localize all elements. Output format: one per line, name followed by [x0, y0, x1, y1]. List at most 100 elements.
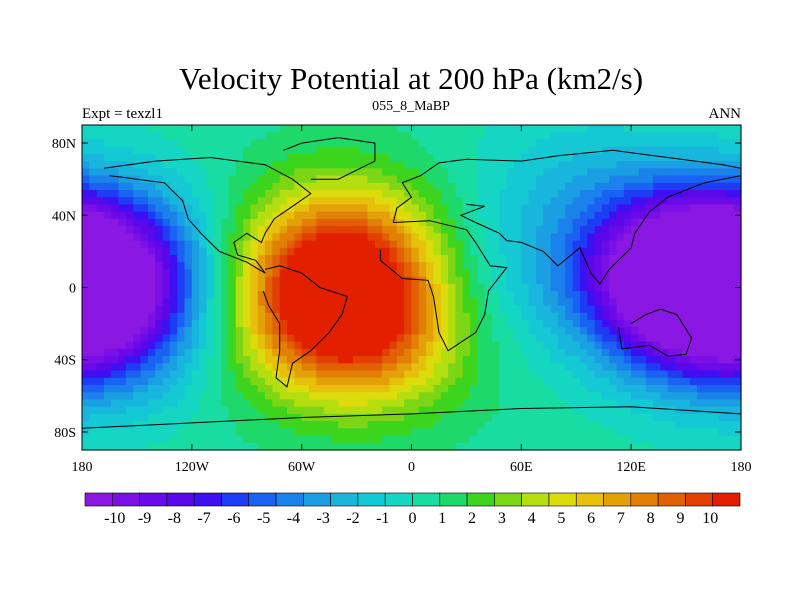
- field-cell: [521, 291, 530, 299]
- field-cell: [257, 406, 266, 415]
- field-cell: [557, 305, 566, 314]
- field-cell: [448, 320, 457, 328]
- field-cell: [279, 442, 288, 451]
- field-cell: [382, 226, 391, 234]
- field-cell: [352, 139, 361, 148]
- field-cell: [623, 175, 632, 184]
- field-cell: [257, 363, 266, 372]
- field-cell: [389, 356, 398, 364]
- field-cell: [382, 283, 391, 292]
- field-cell: [565, 139, 574, 148]
- field-cell: [535, 399, 544, 408]
- field-cell: [367, 291, 376, 299]
- field-cell: [594, 233, 603, 242]
- field-cell: [499, 320, 508, 328]
- field-cell: [470, 197, 478, 206]
- field-cell: [631, 392, 640, 401]
- field-cell: [374, 240, 383, 249]
- field-cell: [477, 153, 486, 162]
- field-cell: [689, 320, 698, 328]
- field-cell: [389, 146, 398, 155]
- field-cell: [103, 442, 112, 451]
- field-cell: [396, 327, 405, 336]
- field-cell: [499, 125, 508, 133]
- field-cell: [426, 363, 435, 372]
- field-cell: [323, 153, 332, 162]
- field-cell: [535, 132, 544, 141]
- field-cell: [499, 211, 508, 220]
- field-cell: [528, 233, 537, 242]
- field-cell: [660, 406, 669, 415]
- field-cell: [140, 262, 149, 271]
- field-cell: [235, 377, 244, 386]
- field-cell: [396, 442, 405, 451]
- field-cell: [389, 269, 398, 278]
- field-cell: [191, 139, 200, 148]
- field-cell: [660, 182, 669, 191]
- field-cell: [184, 168, 193, 177]
- field-cell: [323, 269, 332, 278]
- field-cell: [235, 226, 244, 234]
- field-cell: [448, 442, 457, 451]
- field-cell: [221, 291, 230, 299]
- field-cell: [492, 435, 500, 444]
- field-cell: [243, 392, 252, 401]
- field-cell: [433, 327, 442, 336]
- field-cell: [521, 269, 530, 278]
- field-cell: [352, 240, 361, 249]
- field-cell: [682, 276, 691, 285]
- field-cell: [265, 204, 273, 213]
- field-cell: [206, 428, 215, 437]
- field-cell: [162, 377, 171, 386]
- field-cell: [528, 428, 537, 437]
- field-cell: [228, 197, 237, 206]
- field-cell: [111, 421, 120, 429]
- field-cell: [418, 298, 427, 307]
- field-cell: [140, 312, 149, 321]
- field-cell: [616, 320, 625, 328]
- field-cell: [587, 435, 596, 444]
- field-cell: [528, 334, 537, 343]
- field-cell: [396, 182, 405, 191]
- field-cell: [609, 399, 618, 408]
- field-cell: [572, 327, 581, 336]
- field-cell: [140, 370, 149, 379]
- field-cell: [323, 348, 332, 357]
- field-cell: [462, 139, 471, 148]
- field-cell: [492, 233, 500, 242]
- field-cell: [243, 334, 252, 343]
- field-cell: [726, 421, 735, 429]
- field-cell: [477, 291, 486, 299]
- field-cell: [616, 146, 625, 155]
- field-cell: [623, 269, 632, 278]
- field-cell: [243, 399, 252, 408]
- field-cell: [667, 327, 676, 336]
- field-cell: [426, 421, 435, 429]
- field-cell: [125, 276, 134, 285]
- field-cell: [177, 255, 186, 263]
- field-cell: [257, 255, 266, 263]
- field-cell: [682, 161, 691, 169]
- field-cell: [404, 399, 413, 408]
- field-cell: [228, 255, 237, 263]
- field-cell: [623, 341, 632, 350]
- field-cell: [535, 153, 544, 162]
- field-cell: [477, 428, 486, 437]
- field-cell: [550, 392, 559, 401]
- field-cell: [338, 139, 347, 148]
- field-cell: [411, 283, 420, 292]
- field-cell: [323, 320, 332, 328]
- field-cell: [623, 255, 632, 263]
- field-cell: [455, 255, 464, 263]
- colorbar-swatch: [466, 492, 495, 507]
- field-cell: [448, 406, 457, 415]
- field-cell: [389, 139, 398, 148]
- field-cell: [404, 421, 413, 429]
- field-cell: [514, 334, 522, 343]
- field-cell: [330, 190, 339, 198]
- field-cell: [308, 204, 317, 213]
- field-cell: [360, 197, 369, 206]
- field-cell: [191, 385, 200, 393]
- field-cell: [404, 327, 413, 336]
